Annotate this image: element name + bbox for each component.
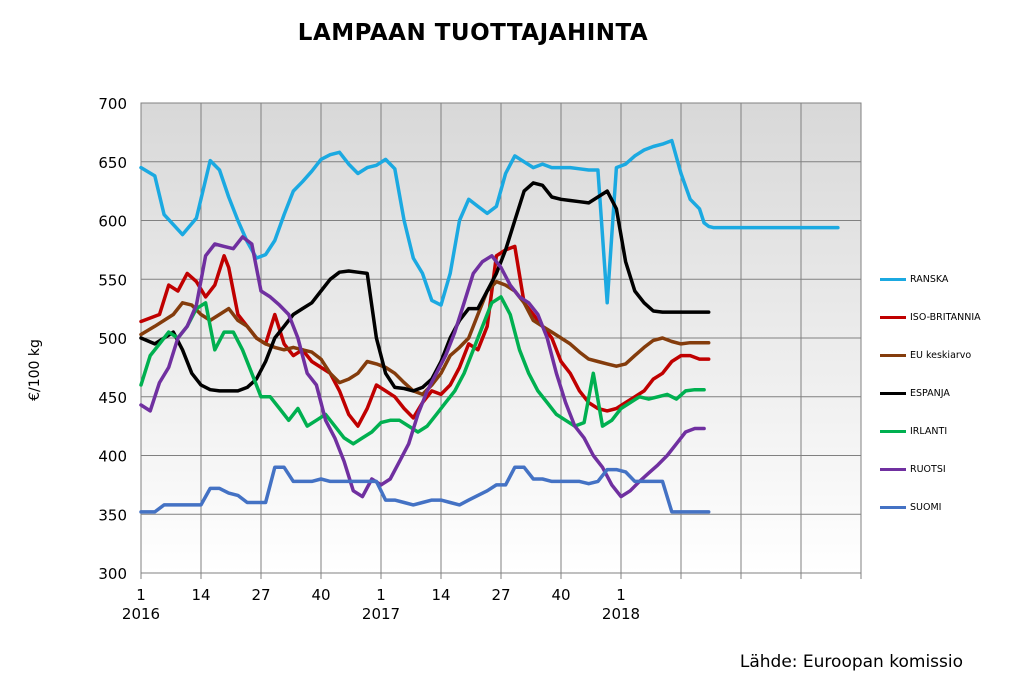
legend-item: ISO-BRITANNIA <box>880 310 981 324</box>
series-line-irlanti <box>139 295 706 446</box>
x-tick-label: 1 <box>616 586 626 604</box>
legend-item: RANSKA <box>880 272 948 286</box>
y-tick-label: 500 <box>98 330 127 348</box>
series-layer <box>139 138 840 514</box>
legend-swatch <box>880 429 906 433</box>
legend-item: RUOTSI <box>880 462 946 476</box>
x-year-label: 2016 <box>122 605 160 623</box>
x-tick-label: 1 <box>136 586 146 604</box>
source-note: Lähde: Euroopan komissio <box>739 652 963 672</box>
x-tick-label: 40 <box>551 586 570 604</box>
legend-swatch <box>880 505 906 509</box>
legend-item: SUOMI <box>880 500 941 514</box>
y-tick-label: 450 <box>98 389 127 407</box>
legend-label: ISO-BRITANNIA <box>910 311 981 323</box>
legend: RANSKA ISO-BRITANNIA EU keskiarvo ESPANJA IR… <box>880 0 1023 686</box>
legend-label: IRLANTI <box>910 425 948 437</box>
y-tick-label: 700 <box>98 95 127 113</box>
y-tick-label: 650 <box>98 154 127 172</box>
legend-label: SUOMI <box>910 501 942 513</box>
legend-item: EU keskiarvo <box>880 348 971 362</box>
x-tick-label: 14 <box>191 586 210 604</box>
series-line-ranska <box>139 138 840 307</box>
x-tick-label: 27 <box>491 586 510 604</box>
x-year-label: 2018 <box>602 605 640 623</box>
y-tick-label: 350 <box>98 506 127 524</box>
legend-swatch <box>880 467 906 471</box>
legend-swatch <box>880 353 906 357</box>
x-tick-label: 27 <box>251 586 270 604</box>
y-tick-label: 300 <box>98 565 127 583</box>
x-tick-label: 1 <box>376 586 386 604</box>
series-line-suomi <box>139 465 711 514</box>
x-tick-label: 14 <box>431 586 450 604</box>
legend-item: ESPANJA <box>880 386 950 400</box>
legend-label: ESPANJA <box>910 387 950 399</box>
x-tick-label: 40 <box>311 586 330 604</box>
y-tick-label: 550 <box>98 271 127 289</box>
legend-item: IRLANTI <box>880 424 947 438</box>
series-line-iso-britannia <box>139 244 711 428</box>
series-line-espanja <box>139 181 711 393</box>
legend-label: EU keskiarvo <box>910 349 972 361</box>
legend-swatch <box>880 391 906 395</box>
x-year-label: 2017 <box>362 605 400 623</box>
chart-title: LAMPAAN TUOTTAJAHINTA <box>297 20 649 46</box>
legend-label: RANSKA <box>910 273 949 285</box>
y-tick-label: 400 <box>98 448 127 466</box>
legend-label: RUOTSI <box>910 463 946 475</box>
series-line-ruotsi <box>139 235 706 499</box>
y-tick-label: 600 <box>98 213 127 231</box>
legend-swatch <box>880 277 906 281</box>
legend-swatch <box>880 315 906 319</box>
axes: 300 350 400 450 500 550 600 650 700 1 14 27 40 1 14 27 4… <box>98 95 862 623</box>
